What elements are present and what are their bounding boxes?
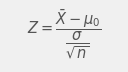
Text: $Z = \dfrac{\bar{X} - \mu_0}{\dfrac{\sigma}{\sqrt{n}}}$: $Z = \dfrac{\bar{X} - \mu_0}{\dfrac{\sig… [27,8,101,61]
